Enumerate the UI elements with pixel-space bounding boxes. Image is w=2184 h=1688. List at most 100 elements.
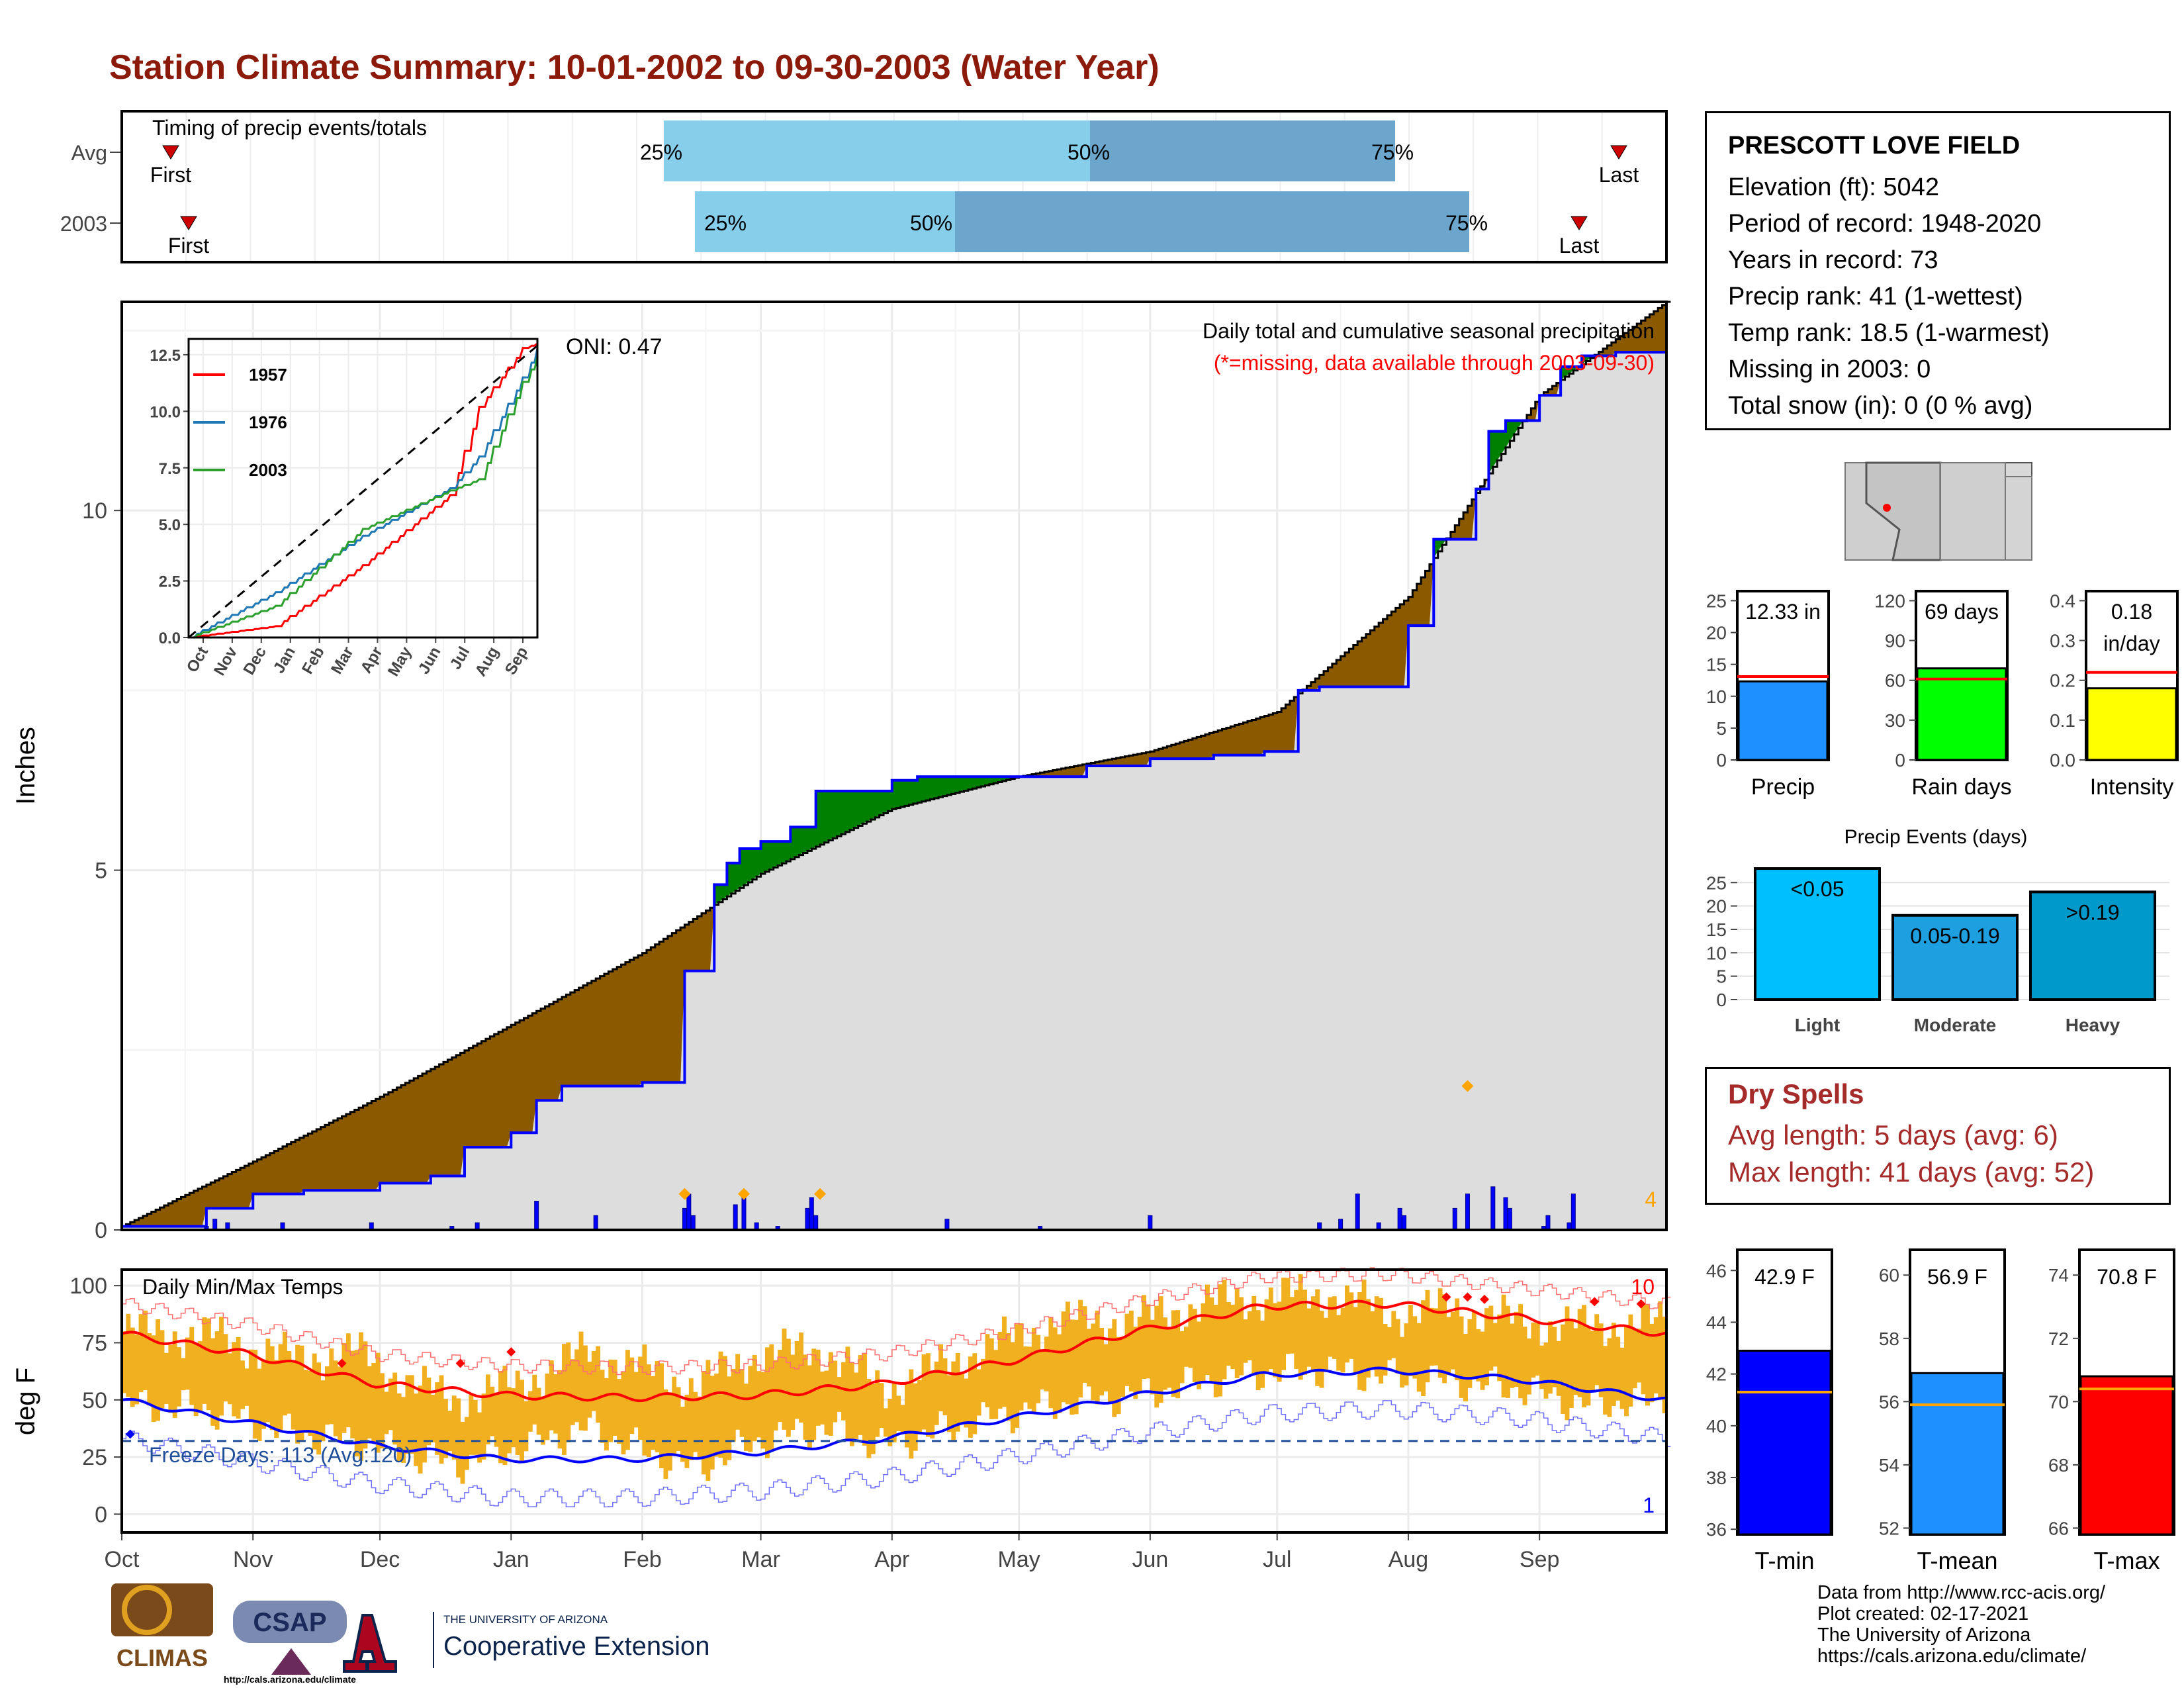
deficit-area xyxy=(451,1057,457,1176)
events-y-tick-label: 25 xyxy=(1706,872,1727,893)
daily-temp-range-bar xyxy=(659,1363,664,1469)
inset-bg xyxy=(189,339,537,637)
daily-temp-range-bar xyxy=(1324,1317,1328,1372)
daily-temp-range-bar xyxy=(790,1354,796,1430)
footer-line: https://cals.arizona.edu/climate/ xyxy=(1817,1646,2087,1667)
daily-temp-range-bar xyxy=(1213,1305,1218,1397)
deficit-area xyxy=(591,980,596,1086)
event-bar xyxy=(1754,867,1881,1001)
avg-tmax-line xyxy=(121,1299,1667,1403)
deficit-area xyxy=(633,957,639,1086)
deficit-area xyxy=(629,960,635,1086)
daily-temp-range-bar xyxy=(156,1319,161,1421)
daily-temp-range-bar xyxy=(1391,1311,1396,1358)
daily-temp-range-bar xyxy=(295,1344,300,1444)
surplus-area xyxy=(1433,539,1439,558)
daily-precip-bar xyxy=(809,1197,814,1231)
daily-temp-range-bar xyxy=(172,1331,177,1418)
precip-panel-title: Daily total and cumulative seasonal prec… xyxy=(1203,319,1655,343)
surplus-area xyxy=(769,841,774,870)
daily-temp-range-bar xyxy=(1421,1300,1426,1397)
deficit-area xyxy=(1319,675,1324,687)
record-high-marker xyxy=(1590,1297,1600,1307)
deficit-area xyxy=(1328,667,1333,687)
daily-temp-range-bar xyxy=(244,1368,250,1406)
deficit-area xyxy=(617,966,622,1086)
deficit-area xyxy=(612,969,617,1086)
daily-temp-range-bar xyxy=(1569,1319,1574,1408)
surplus-area xyxy=(985,776,990,786)
deficit-area xyxy=(291,1142,296,1194)
event-bar-label: 0.05-0.19 xyxy=(1910,924,1999,948)
csap-logo-url: http://cals.arizona.edu/climate xyxy=(224,1674,356,1685)
daily-temp-range-bar xyxy=(557,1370,563,1449)
daily-temp-range-bar xyxy=(1146,1304,1151,1379)
daily-temp-range-bar xyxy=(925,1353,931,1437)
daily-temp-range-bar xyxy=(1361,1279,1367,1391)
deficit-area xyxy=(1285,704,1291,752)
deficit-area xyxy=(232,1172,237,1209)
daily-temp-range-bar xyxy=(858,1355,863,1435)
daily-temp-range-bar xyxy=(638,1356,643,1440)
daily-temp-range-bar xyxy=(1158,1296,1163,1403)
daily-temp-range-bar xyxy=(392,1372,398,1445)
timing-bar-50-75 xyxy=(1090,120,1395,181)
daily-temp-range-bar xyxy=(1510,1323,1515,1388)
summary-bar xyxy=(2086,687,2177,761)
surplus-area xyxy=(942,776,948,796)
event-bar xyxy=(1891,914,2019,1002)
surplus-area xyxy=(925,776,931,801)
daily-temp-range-bar xyxy=(1429,1307,1434,1366)
daily-temp-range-bar xyxy=(1437,1288,1443,1378)
daily-temp-range-bar xyxy=(350,1350,355,1438)
summary-value-label: in/day xyxy=(2103,632,2160,655)
deficit-area xyxy=(1324,671,1329,687)
surplus-area xyxy=(786,841,791,862)
deficit-area xyxy=(316,1129,322,1191)
daily-temp-range-bar xyxy=(1353,1307,1358,1373)
daily-temp-range-bar xyxy=(875,1370,880,1437)
daily-precip-bar xyxy=(1355,1194,1360,1231)
daily-temp-range-bar xyxy=(1019,1323,1024,1411)
daily-temp-range-bar xyxy=(223,1334,228,1402)
daily-temp-range-bar xyxy=(151,1335,156,1422)
daily-temp-range-bar xyxy=(248,1349,253,1421)
deficit-area xyxy=(511,1025,516,1133)
daily-temp-range-bar xyxy=(1471,1310,1477,1378)
temp-summary-y-tick-label: 66 xyxy=(2048,1518,2069,1538)
daily-temp-range-bar xyxy=(181,1358,186,1391)
inset-series-line xyxy=(189,356,539,639)
surplus-area xyxy=(824,791,829,843)
daily-temp-range-bar xyxy=(1395,1319,1400,1374)
deficit-area xyxy=(147,1213,152,1227)
surplus-area xyxy=(875,791,880,818)
deficit-area xyxy=(363,1105,368,1191)
daily-temp-range-bar xyxy=(646,1364,651,1458)
daily-temp-range-bar xyxy=(481,1393,486,1460)
deficit-area xyxy=(1383,619,1388,687)
surplus-area xyxy=(1006,776,1011,780)
temp-y-tick-label: 50 xyxy=(82,1388,107,1413)
last-marker xyxy=(1610,145,1627,160)
inset-y-tick-label: 7.5 xyxy=(159,460,181,478)
daily-temp-range-bar xyxy=(435,1382,440,1455)
temp-summary-y-tick-label: 38 xyxy=(1706,1468,1727,1488)
temp-summary-category-label: T-mean xyxy=(1917,1547,1997,1574)
map-state-tx xyxy=(2005,476,2032,561)
daily-temp-range-bar xyxy=(1598,1323,1604,1397)
daily-temp-range-bar xyxy=(494,1392,499,1447)
deficit-area xyxy=(1306,686,1312,690)
daily-temp-range-bar xyxy=(1230,1304,1236,1370)
temp-panel-border xyxy=(120,1268,1668,1534)
daily-temp-range-bar xyxy=(1107,1328,1113,1403)
station-line: Total snow (in): 0 (0 % avg) xyxy=(1728,392,2033,420)
deficit-area xyxy=(1645,317,1651,353)
daily-temp-range-bar xyxy=(820,1371,825,1425)
deficit-area xyxy=(1310,682,1316,690)
daily-temp-range-bar xyxy=(354,1350,359,1457)
month-tick-label: Oct xyxy=(105,1547,140,1572)
deficit-area xyxy=(435,1066,440,1176)
deficit-area xyxy=(1641,320,1646,353)
daily-temp-range-bar xyxy=(1031,1327,1036,1414)
daily-temp-range-bar xyxy=(329,1348,334,1425)
